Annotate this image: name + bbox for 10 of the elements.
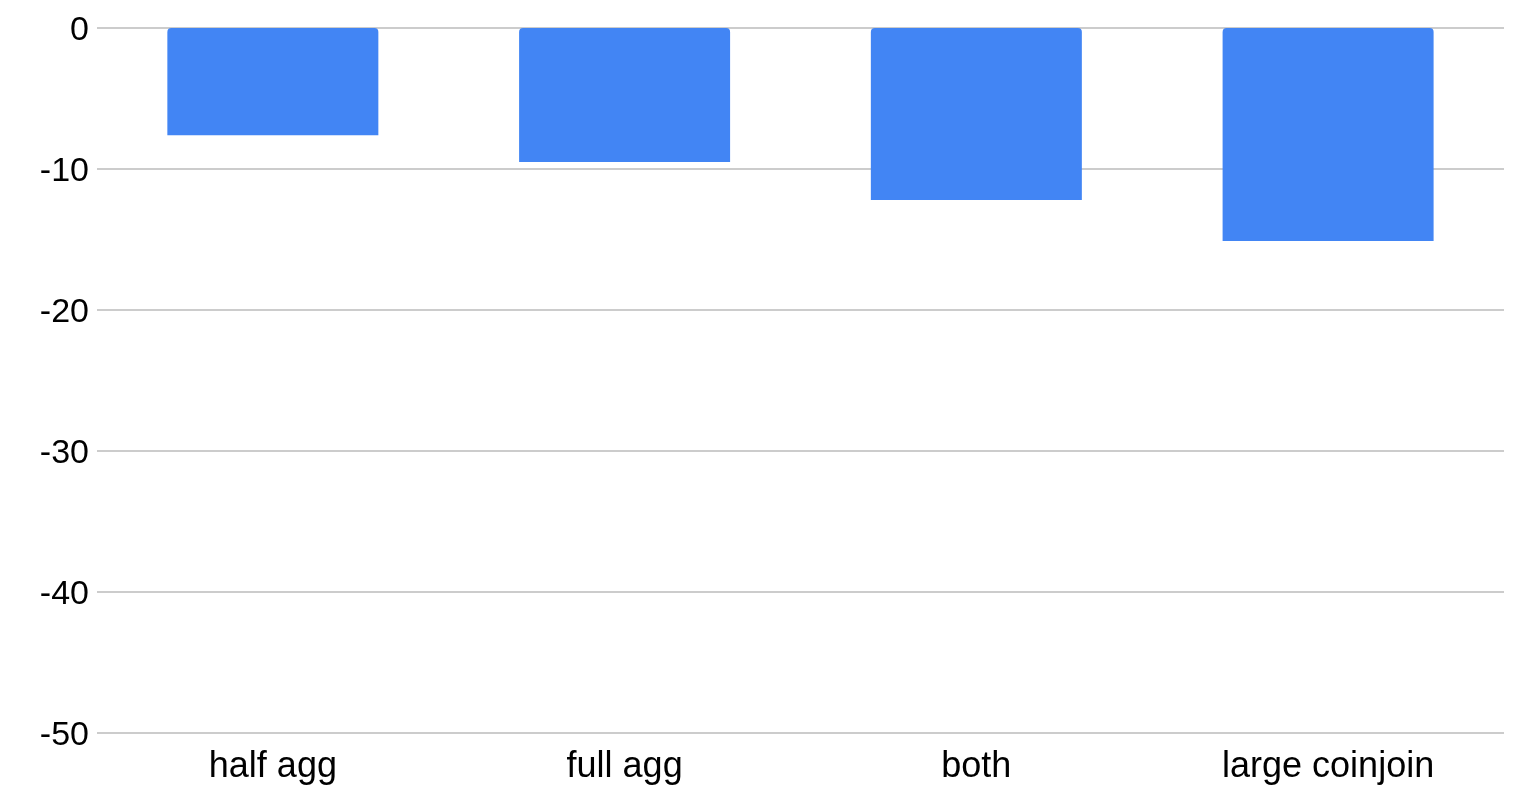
y-tick-label: -10 xyxy=(39,150,89,189)
y-tick-label: -40 xyxy=(39,573,89,612)
y-tick-label: 0 xyxy=(70,9,89,48)
x-tick-label: both xyxy=(941,743,1012,785)
y-tick-label: -50 xyxy=(39,714,89,753)
y-tick-label: -30 xyxy=(39,432,89,471)
x-tick-label: large coinjoin xyxy=(1222,743,1435,785)
x-tick-label: full agg xyxy=(566,743,683,785)
x-tick-label: half agg xyxy=(208,743,337,785)
y-tick-label: -20 xyxy=(39,291,89,330)
